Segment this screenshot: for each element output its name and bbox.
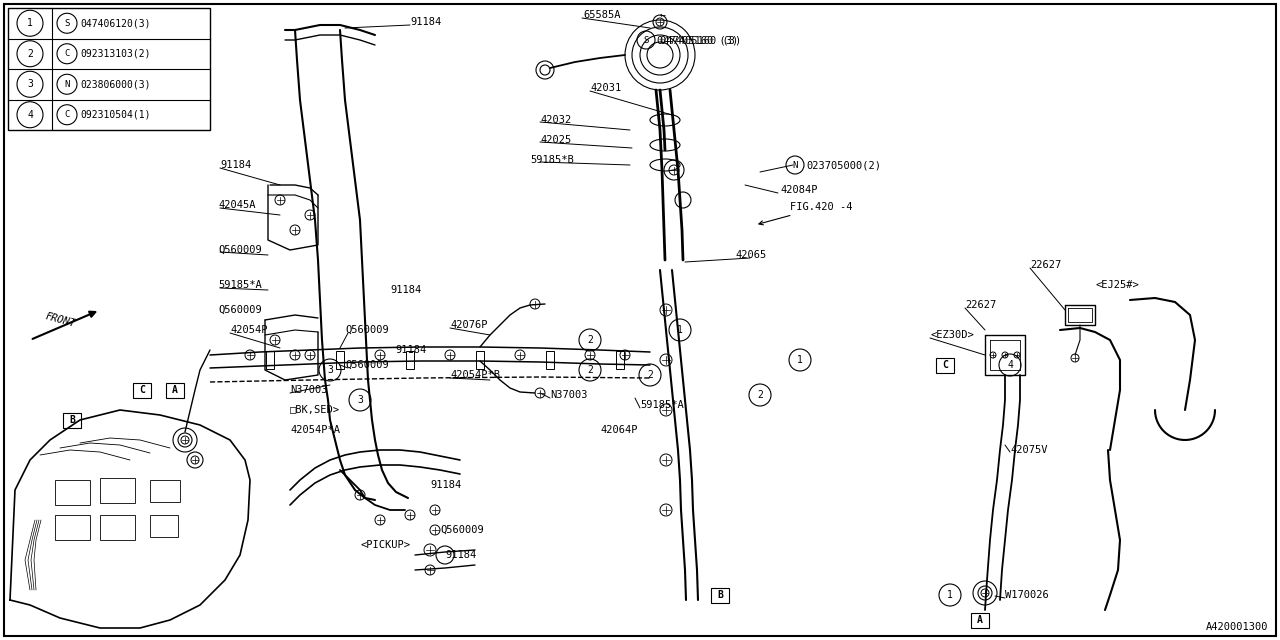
Text: B: B xyxy=(69,415,76,425)
Text: 42054P: 42054P xyxy=(230,325,268,335)
Text: 91184: 91184 xyxy=(220,160,251,170)
Text: 023705000(2): 023705000(2) xyxy=(806,160,881,170)
Text: N: N xyxy=(792,161,797,170)
Text: C: C xyxy=(140,385,145,395)
Text: 2: 2 xyxy=(756,390,763,400)
Text: Q560009: Q560009 xyxy=(440,525,484,535)
Text: Q560009: Q560009 xyxy=(346,325,389,335)
Text: 42031: 42031 xyxy=(590,83,621,93)
Text: 91184: 91184 xyxy=(430,480,461,490)
Text: N37003: N37003 xyxy=(550,390,588,400)
Text: 047405160 (3): 047405160 (3) xyxy=(657,35,739,45)
Text: □BK,SED>: □BK,SED> xyxy=(291,405,340,415)
Text: ←: ← xyxy=(660,10,666,20)
Text: 092310504(1): 092310504(1) xyxy=(81,109,151,120)
Text: 22627: 22627 xyxy=(1030,260,1061,270)
Text: 047405160 (3): 047405160 (3) xyxy=(660,35,741,45)
Text: C: C xyxy=(64,49,69,58)
Text: 91184: 91184 xyxy=(396,345,426,355)
Text: 59185*A: 59185*A xyxy=(640,400,684,410)
Text: <EJ25#>: <EJ25#> xyxy=(1094,280,1139,290)
Text: 023806000(3): 023806000(3) xyxy=(81,79,151,89)
Text: A: A xyxy=(172,385,178,395)
Text: 42054P*B: 42054P*B xyxy=(451,370,500,380)
Text: <PICKUP>: <PICKUP> xyxy=(360,540,410,550)
Text: 1: 1 xyxy=(677,325,684,335)
Text: A: A xyxy=(977,615,983,625)
Text: N: N xyxy=(64,80,69,89)
Text: 1: 1 xyxy=(797,355,803,365)
Text: 42084P: 42084P xyxy=(780,185,818,195)
Text: 3: 3 xyxy=(328,365,333,375)
Text: <EZ30D>: <EZ30D> xyxy=(931,330,974,340)
Text: 4: 4 xyxy=(1007,360,1012,370)
Text: 22627: 22627 xyxy=(965,300,996,310)
Text: 42032: 42032 xyxy=(540,115,571,125)
Text: Q560009: Q560009 xyxy=(218,305,261,315)
Text: B: B xyxy=(717,590,723,600)
Text: 42065: 42065 xyxy=(735,250,767,260)
Text: 42054P*A: 42054P*A xyxy=(291,425,340,435)
Text: C: C xyxy=(942,360,948,370)
Text: 42045A: 42045A xyxy=(218,200,256,210)
Text: 1: 1 xyxy=(947,590,952,600)
Text: 42064P: 42064P xyxy=(600,425,637,435)
Text: 59185*B: 59185*B xyxy=(530,155,573,165)
Text: 91184: 91184 xyxy=(445,550,476,560)
Text: 42076P: 42076P xyxy=(451,320,488,330)
Text: S: S xyxy=(64,19,69,28)
Text: 91184: 91184 xyxy=(390,285,421,295)
Text: 4: 4 xyxy=(27,109,33,120)
Text: Q560009: Q560009 xyxy=(218,245,261,255)
Text: A420001300: A420001300 xyxy=(1206,622,1268,632)
Text: FRONT: FRONT xyxy=(44,311,77,329)
Text: 1: 1 xyxy=(27,19,33,28)
Text: C: C xyxy=(64,110,69,119)
Text: W170026: W170026 xyxy=(1005,590,1048,600)
Text: 047406120(3): 047406120(3) xyxy=(81,19,151,28)
Text: S: S xyxy=(644,35,649,45)
Text: 2: 2 xyxy=(588,335,593,345)
Text: 65585A: 65585A xyxy=(582,10,621,20)
Text: 91184: 91184 xyxy=(410,17,442,27)
Text: 3: 3 xyxy=(27,79,33,89)
Text: 2: 2 xyxy=(648,370,653,380)
Text: 2: 2 xyxy=(588,365,593,375)
Text: 3: 3 xyxy=(357,395,364,405)
Text: 42075V: 42075V xyxy=(1010,445,1047,455)
Text: 092313103(2): 092313103(2) xyxy=(81,49,151,59)
Text: Q560009: Q560009 xyxy=(346,360,389,370)
Text: 59185*A: 59185*A xyxy=(218,280,261,290)
Text: N37003: N37003 xyxy=(291,385,328,395)
Text: 42025: 42025 xyxy=(540,135,571,145)
Text: FIG.420 -4: FIG.420 -4 xyxy=(759,202,852,225)
Text: 2: 2 xyxy=(27,49,33,59)
